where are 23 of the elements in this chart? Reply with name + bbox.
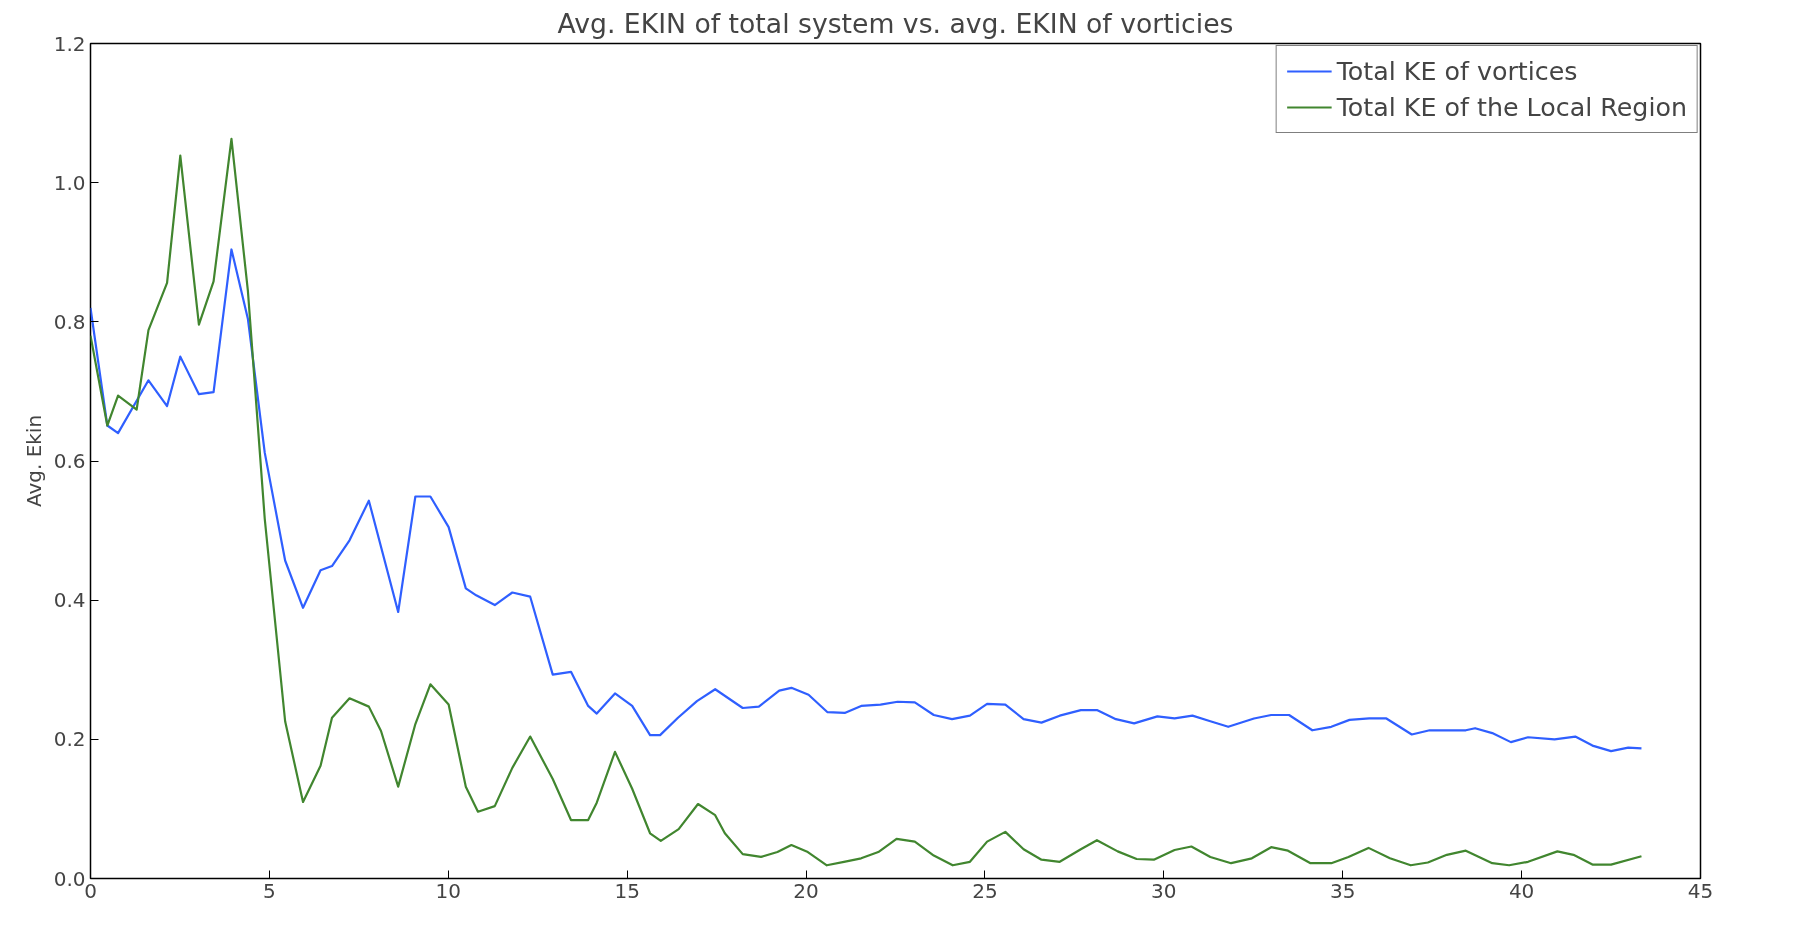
y-tick-label: 0.8 — [53, 309, 86, 334]
x-tick-label: 40 — [1508, 878, 1535, 903]
y-axis-title: Avg. Ekin — [21, 414, 46, 508]
x-tick-label: 30 — [1151, 878, 1177, 903]
y-tick-label: 1.0 — [53, 170, 86, 195]
legend-label: Total KE of vortices — [1336, 56, 1578, 86]
y-tick-label: 0.6 — [53, 449, 86, 473]
y-tick-label: 1.2 — [53, 31, 86, 56]
x-tick-label: 25 — [972, 878, 998, 903]
y-tick-label: 0.2 — [53, 727, 86, 752]
y-tick-label: 0.4 — [53, 588, 86, 613]
x-tick-label: 45 — [1687, 878, 1714, 903]
x-tick-label: 15 — [614, 878, 640, 903]
chart-title: Avg. EKIN of total system vs. avg. EKIN of vorticies — [557, 7, 1234, 39]
line-series — [90, 137, 1643, 867]
line-series — [90, 248, 1643, 753]
x-tick-label: 20 — [793, 878, 819, 903]
x-tick-label: 35 — [1330, 878, 1356, 903]
y-tick-label: 0.0 — [53, 866, 86, 891]
x-tick-label: 5 — [263, 878, 276, 903]
x-tick-label: 10 — [435, 878, 462, 903]
x-tick-label: 0 — [84, 878, 97, 903]
legend-label: Total KE of the Local Region — [1336, 92, 1687, 122]
